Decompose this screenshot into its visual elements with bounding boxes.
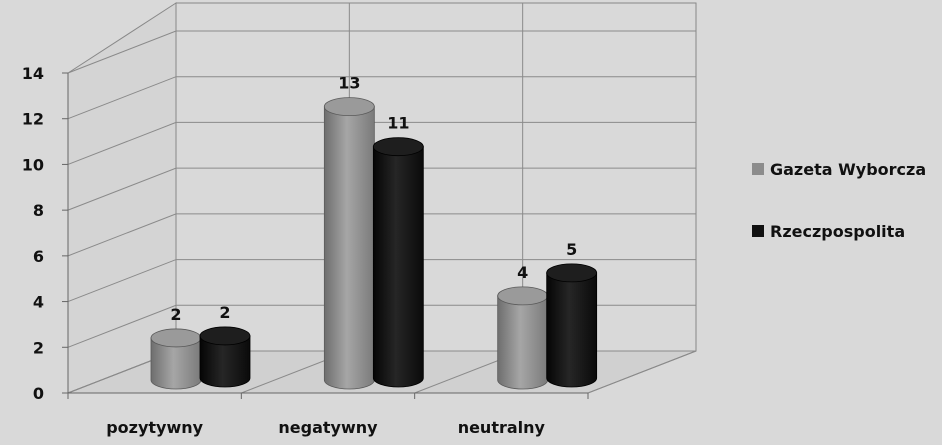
back-wall [175, 2, 697, 352]
x-category-label: neutralny [458, 418, 546, 437]
x-axis-categories: pozytywny negatywny neutralny [106, 418, 545, 437]
y-tick-label: 8 [33, 201, 44, 220]
bar [497, 295, 549, 390]
bar-top [199, 326, 251, 346]
data-label: 2 [219, 303, 230, 322]
legend-item-rzeczpospolita: Rzeczpospolita [752, 220, 926, 242]
y-tick-label: 4 [33, 293, 44, 312]
bar [199, 335, 251, 388]
y-tick-label: 6 [33, 247, 44, 266]
data-label: 4 [517, 263, 528, 282]
y-tick-label: 12 [22, 110, 44, 129]
bar [546, 272, 598, 388]
bar [150, 337, 202, 390]
legend-swatch [752, 163, 764, 175]
y-tick-label: 10 [22, 155, 44, 174]
legend-label: Rzeczpospolita [770, 221, 906, 241]
data-label: 5 [566, 240, 577, 259]
data-label: 2 [170, 305, 181, 324]
legend-label: Gazeta Wyborcza [770, 159, 927, 179]
bar-top [546, 263, 598, 283]
bar-top [323, 97, 375, 117]
bar-top [372, 137, 424, 157]
x-category-label: negatywny [278, 418, 378, 437]
legend-swatch [752, 225, 764, 237]
legend-item-gazeta-wyborcza: Gazeta Wyborcza [752, 158, 926, 180]
floor-separator [587, 350, 697, 394]
data-label: 13 [338, 74, 360, 93]
bars [150, 97, 598, 390]
bar [323, 106, 375, 390]
bar-top [497, 286, 549, 306]
y-tick-label: 2 [33, 338, 44, 357]
data-labels: 2 2 13 11 4 5 [170, 74, 577, 324]
y-tick-label: 0 [33, 384, 44, 403]
bar-top [150, 328, 202, 348]
x-category-label: pozytywny [106, 418, 203, 437]
bar [372, 146, 424, 388]
data-label: 11 [387, 114, 409, 133]
y-tick-label: 14 [22, 64, 44, 83]
y-axis-ticks: 0 2 4 6 8 10 12 14 [22, 64, 589, 403]
legend: Gazeta Wyborcza Rzeczpospolita [752, 158, 926, 282]
